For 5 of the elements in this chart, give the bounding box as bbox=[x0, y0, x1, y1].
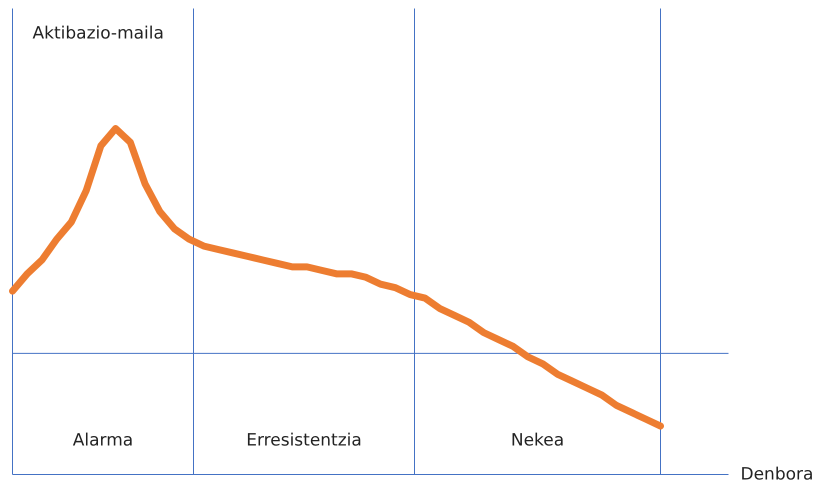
y-axis-title: Aktibazio-maila bbox=[32, 24, 164, 44]
annotation: Alarma bbox=[72, 430, 134, 450]
annotation: Nekea bbox=[510, 430, 564, 450]
x-axis-title: Denbora bbox=[740, 464, 814, 484]
annotation: Erresistentzia bbox=[246, 430, 362, 450]
